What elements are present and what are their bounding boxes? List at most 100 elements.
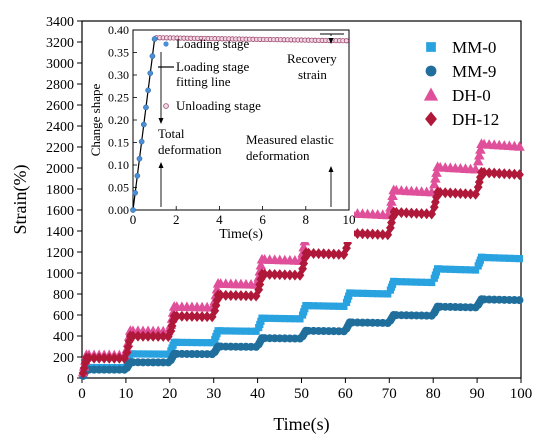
data-point xyxy=(315,302,323,310)
legend-label: DH-12 xyxy=(452,110,499,129)
data-point xyxy=(281,314,289,323)
y-tick-label: 2800 xyxy=(46,78,74,93)
data-point xyxy=(387,190,398,200)
data-point xyxy=(183,338,191,347)
data-point xyxy=(79,362,89,374)
inset-x-tick-label: 10 xyxy=(343,212,356,227)
data-point xyxy=(432,191,441,203)
y-tick-label: 200 xyxy=(53,351,74,366)
data-point xyxy=(221,289,231,301)
data-point xyxy=(485,254,493,262)
data-point xyxy=(216,289,226,301)
data-point xyxy=(451,265,459,274)
data-point xyxy=(431,167,442,177)
data-point xyxy=(319,248,329,260)
unloading-point xyxy=(343,38,350,44)
data-point xyxy=(266,314,274,322)
data-point xyxy=(474,149,485,160)
data-point xyxy=(231,290,241,302)
y-tick-label: 3000 xyxy=(46,57,74,72)
x-tick-label: 40 xyxy=(250,386,265,402)
data-point xyxy=(227,327,235,335)
data-point xyxy=(402,278,411,286)
data-point xyxy=(276,314,284,323)
loading-point xyxy=(140,121,147,128)
data-point xyxy=(378,229,388,241)
data-point xyxy=(285,269,295,281)
y-tick-label: 2200 xyxy=(46,141,74,156)
annotation-elastic: Measured elastic xyxy=(246,132,334,147)
data-point xyxy=(417,278,426,286)
data-point xyxy=(435,187,445,199)
data-point xyxy=(295,269,305,281)
loading-point xyxy=(130,207,136,213)
data-point xyxy=(417,208,426,220)
data-point xyxy=(265,268,275,280)
data-point xyxy=(144,350,152,358)
y-tick-label: 600 xyxy=(53,309,74,324)
data-point xyxy=(286,315,294,323)
data-point xyxy=(290,269,300,281)
x-tick-label: 90 xyxy=(470,386,485,402)
data-point xyxy=(392,277,400,286)
data-point xyxy=(340,302,348,310)
data-point xyxy=(246,290,256,302)
data-point xyxy=(396,207,406,219)
data-point xyxy=(456,188,465,200)
y-axis-label: Strain(%) xyxy=(10,165,31,235)
data-point xyxy=(450,187,460,199)
data-point xyxy=(334,248,344,260)
annotation-total: Total xyxy=(158,126,185,141)
annotation-recovery: Recovery xyxy=(287,51,337,66)
data-point xyxy=(363,228,372,240)
inset-x-tick-label: 4 xyxy=(216,212,223,227)
main-axes: 0 10 20 30 40 50 60 70 80 90 100020040060080010001… xyxy=(10,15,532,435)
data-point xyxy=(304,247,313,259)
data-point xyxy=(187,310,197,322)
inset-x-tick-label: 8 xyxy=(303,212,310,227)
inset-y-tick-label: 0.10 xyxy=(108,158,129,172)
data-point xyxy=(133,330,143,342)
data-point xyxy=(475,144,486,154)
data-point xyxy=(270,269,280,281)
data-point xyxy=(441,265,449,273)
data-point xyxy=(314,248,324,260)
y-tick-label: 2000 xyxy=(46,162,74,177)
data-point xyxy=(440,187,450,199)
inset-y-tick-label: 0.30 xyxy=(108,68,129,82)
data-point xyxy=(173,338,181,346)
data-point xyxy=(358,289,367,297)
x-axis-label: Time(s) xyxy=(273,414,329,435)
data-point xyxy=(445,187,455,199)
data-point xyxy=(89,352,99,364)
data-point xyxy=(407,207,416,219)
y-tick-label: 400 xyxy=(53,330,74,345)
data-point xyxy=(197,311,207,323)
data-point xyxy=(329,248,339,260)
data-point xyxy=(129,350,137,358)
inset-frame xyxy=(132,29,350,211)
loading-point xyxy=(149,53,156,59)
data-point xyxy=(167,320,177,332)
data-point xyxy=(119,352,129,364)
loading-point xyxy=(132,190,139,196)
data-point xyxy=(158,330,168,342)
legend-marker-mm-0 xyxy=(426,42,436,52)
inset-y-tick-label: 0.20 xyxy=(108,113,129,127)
data-point xyxy=(139,350,147,358)
data-point xyxy=(461,266,470,274)
data-point xyxy=(134,350,142,358)
data-point xyxy=(188,338,196,347)
data-point xyxy=(280,269,290,281)
x-tick-label: 100 xyxy=(510,386,533,402)
data-point xyxy=(456,266,465,274)
data-point xyxy=(149,350,157,358)
data-point xyxy=(211,283,223,294)
data-point xyxy=(128,330,138,342)
data-point xyxy=(358,228,367,240)
data-point xyxy=(363,289,372,298)
legend-label: MM-0 xyxy=(452,38,496,57)
y-tick-label: 0 xyxy=(67,372,74,387)
data-point xyxy=(296,315,304,323)
